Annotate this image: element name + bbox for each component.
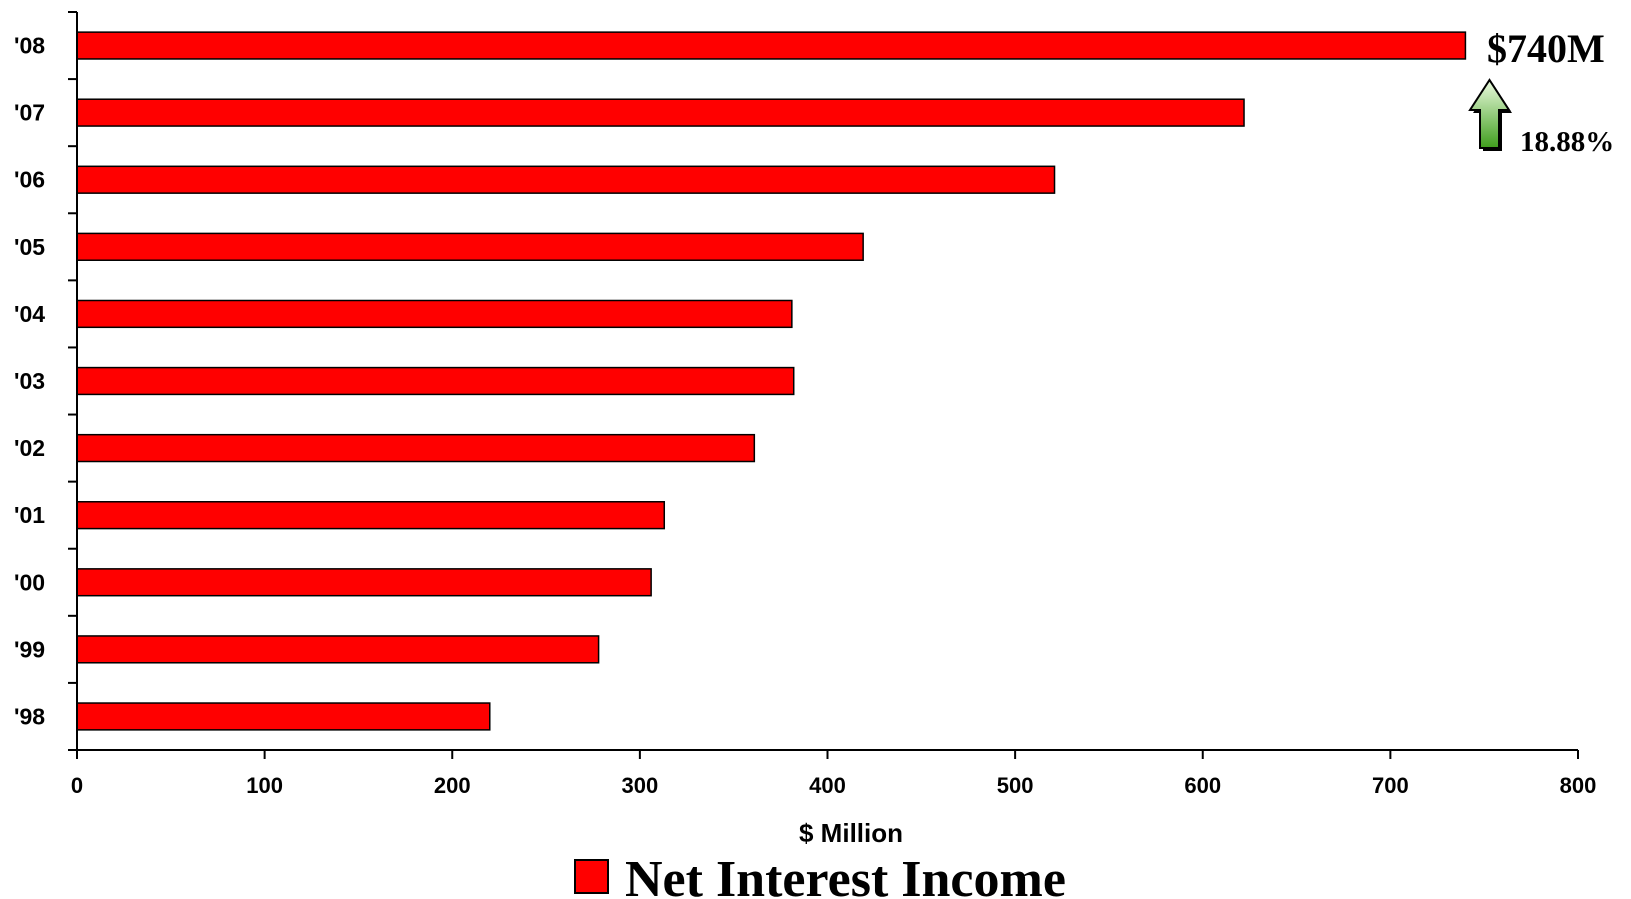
bars — [76, 31, 1467, 731]
category-label: '06 — [14, 167, 45, 193]
category-label: '07 — [14, 100, 45, 126]
legend-swatch — [574, 859, 609, 894]
bar-98 — [76, 702, 491, 731]
bar-04 — [76, 299, 793, 329]
category-label: '99 — [14, 636, 45, 662]
category-label: '04 — [14, 301, 45, 327]
bar-08 — [76, 31, 1467, 60]
growth-callout: $740M 18.88% — [1468, 26, 1614, 158]
legend: Net Interest Income — [574, 851, 1066, 899]
bar-05 — [76, 232, 864, 261]
x-tick-label: 200 — [434, 773, 471, 798]
bar-03 — [76, 366, 795, 396]
bar-99 — [76, 635, 600, 664]
x-tick-label: 100 — [246, 773, 283, 798]
category-label: '05 — [14, 234, 45, 260]
x-tick-label: 300 — [622, 773, 659, 798]
x-tick-label: 400 — [809, 773, 846, 798]
x-tick-label: 800 — [1560, 773, 1597, 798]
up-arrow-icon — [1468, 78, 1512, 151]
callout-change-label: 18.88% — [1520, 126, 1614, 158]
category-label: '02 — [14, 435, 45, 461]
category-labels: '98 '99 '00 '01 '02 '03 '04 '05 '06 '07 '08 — [14, 33, 45, 730]
x-axis-title: $ Million — [799, 818, 903, 848]
callout-value-label: $740M — [1487, 26, 1605, 71]
x-tick-label: 0 — [71, 773, 83, 798]
category-label: '01 — [14, 502, 45, 528]
category-label: '03 — [14, 368, 45, 394]
bar-01 — [76, 501, 666, 530]
category-label: '98 — [14, 703, 45, 729]
x-tick-label: 500 — [997, 773, 1034, 798]
x-tick-labels: 0 100 200 300 400 500 600 700 800 — [71, 773, 1596, 798]
bar-00 — [76, 568, 652, 597]
x-tick-label: 700 — [1372, 773, 1409, 798]
x-ticks — [76, 750, 1579, 759]
bar-06 — [76, 165, 1056, 194]
category-label: '08 — [14, 33, 45, 59]
x-tick-label: 600 — [1184, 773, 1221, 798]
legend-label: Net Interest Income — [625, 851, 1066, 899]
bar-07 — [76, 98, 1245, 127]
category-label: '00 — [14, 569, 45, 595]
y-ticks — [68, 11, 77, 751]
bar-02 — [76, 433, 756, 463]
